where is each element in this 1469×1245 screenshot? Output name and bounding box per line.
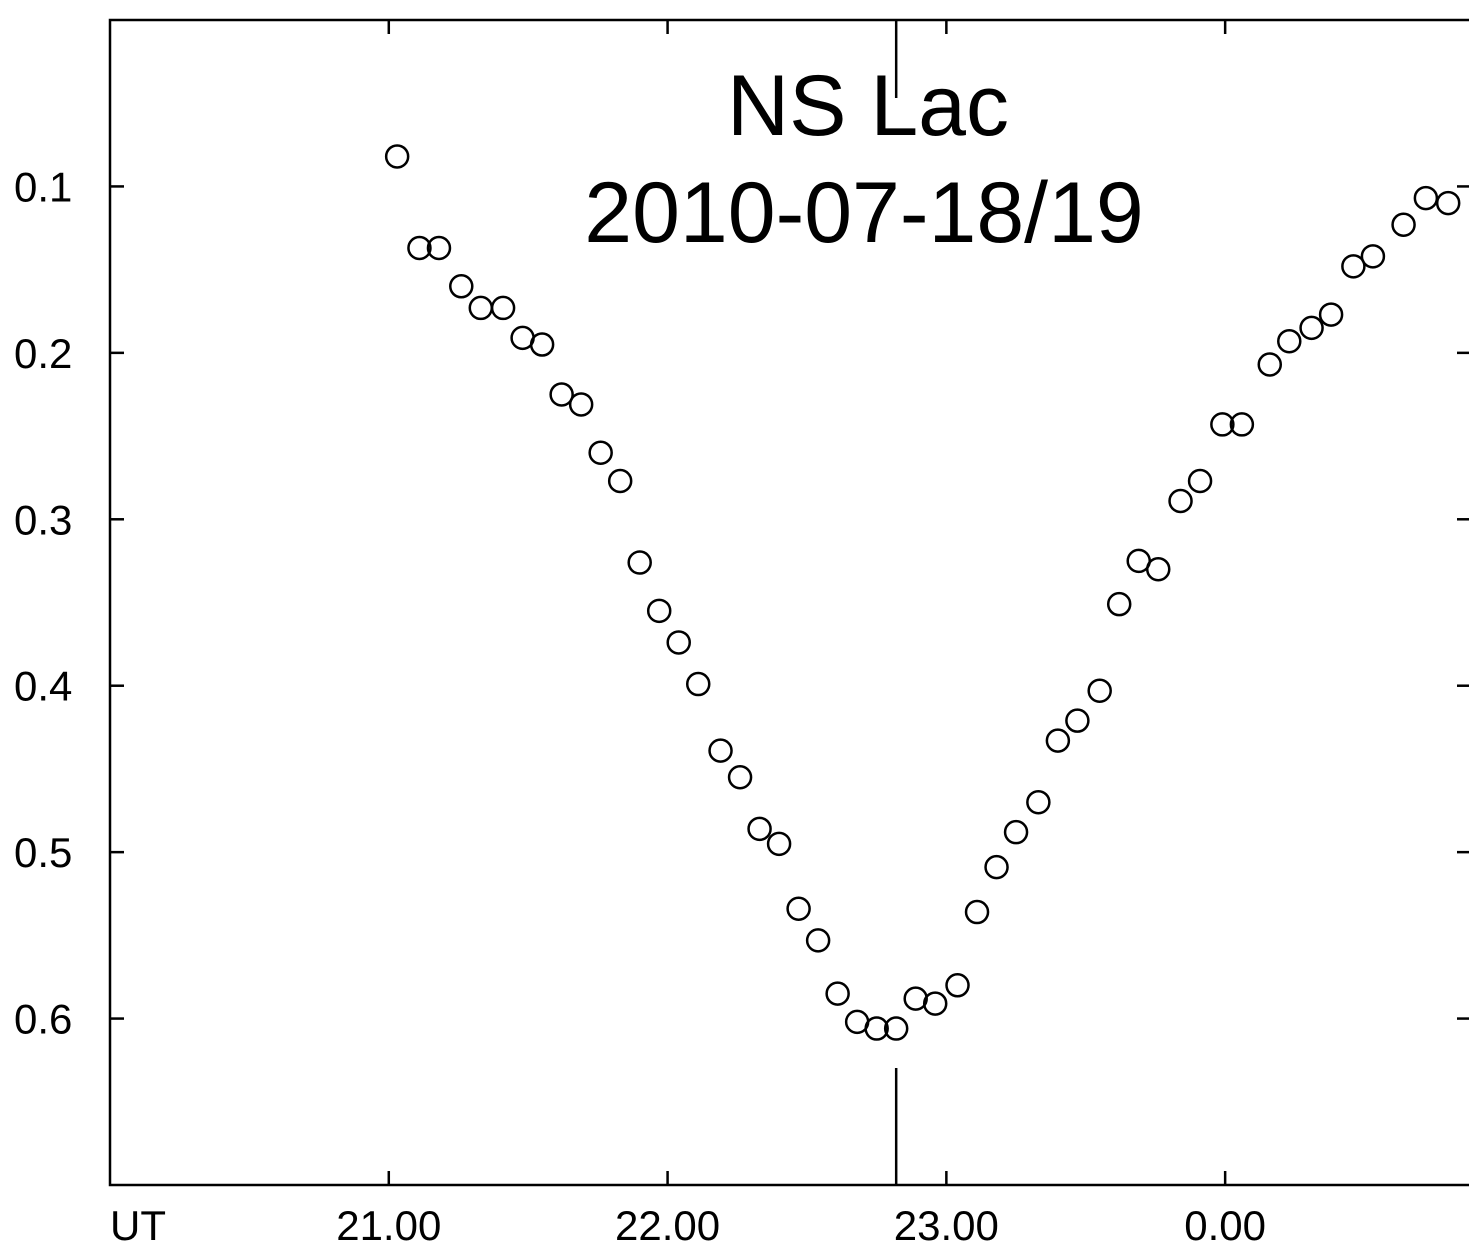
data-point (1391, 212, 1416, 237)
data-point (549, 382, 574, 407)
plot-frame (108, 18, 1469, 1187)
data-point (490, 295, 516, 321)
data-point (727, 765, 753, 790)
x-tick-label: 23.00 (894, 1202, 999, 1245)
data-point (945, 973, 970, 998)
data-point (964, 899, 990, 925)
data-point (825, 981, 850, 1006)
data-point (1257, 352, 1283, 377)
y-tick-label: 0.3 (14, 496, 72, 543)
data-point (1277, 328, 1302, 354)
data-point (384, 144, 410, 169)
data-point (1187, 468, 1213, 494)
data-point (529, 332, 555, 357)
data-point (1360, 244, 1386, 269)
data-point (1106, 591, 1132, 617)
data-point (1145, 556, 1171, 582)
data-point (786, 896, 811, 921)
data-point (627, 550, 652, 575)
y-axis: 0.1 0.2 0.3 0.4 0.5 0.6 (14, 163, 1469, 1043)
data-point (449, 274, 474, 299)
data-point (747, 816, 772, 842)
data-point (1341, 254, 1366, 279)
data-point (922, 991, 948, 1016)
data-point (1210, 412, 1235, 437)
data-point (883, 1016, 909, 1041)
data-point (407, 235, 432, 261)
data-point (1413, 185, 1439, 211)
data-point (646, 598, 672, 624)
data-point (1003, 819, 1029, 845)
x-axis-label: UT (110, 1202, 166, 1245)
data-points (384, 144, 1461, 1041)
data-point (864, 1016, 889, 1041)
y-tick-label: 0.5 (14, 829, 72, 876)
data-point (984, 854, 1009, 880)
data-point (1318, 302, 1344, 327)
data-point (805, 928, 831, 953)
data-point (426, 235, 452, 261)
data-point (766, 831, 792, 857)
x-tick-label: 22.00 (615, 1202, 720, 1245)
data-point (607, 468, 633, 494)
data-point (1065, 708, 1090, 733)
x-tick-label: 21.00 (336, 1202, 441, 1245)
data-point (1045, 728, 1071, 753)
data-point (1229, 412, 1255, 437)
data-point (1299, 315, 1324, 341)
y-tick-label: 0.4 (14, 663, 72, 710)
data-point (685, 671, 711, 697)
y-tick-label: 0.6 (14, 996, 72, 1043)
chart-subtitle: 2010-07-18/19 (584, 165, 1143, 261)
data-point (588, 440, 613, 465)
x-axis: 21.00 22.00 23.00 0.00 (336, 20, 1266, 1245)
data-point (1435, 190, 1461, 216)
data-point (568, 392, 594, 417)
data-point (1168, 488, 1193, 514)
y-tick-label: 0.1 (14, 163, 72, 210)
data-point (666, 630, 691, 655)
x-tick-label: 0.00 (1184, 1202, 1266, 1245)
y-tick-label: 0.2 (14, 330, 72, 377)
data-point (708, 738, 733, 763)
data-point (468, 295, 494, 321)
data-point (1087, 678, 1112, 703)
chart-title: NS Lac (727, 58, 1009, 154)
data-point (1026, 789, 1051, 815)
